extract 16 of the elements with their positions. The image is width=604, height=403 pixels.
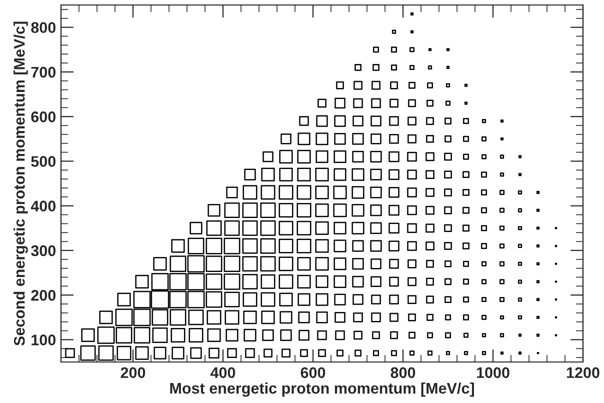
y-tick-label: 800 [31, 22, 56, 33]
y-tick-label: 100 [32, 334, 56, 346]
x-tick-label: 400 [210, 367, 236, 378]
x-tick-label: 800 [390, 367, 416, 378]
y-tick-label: 600 [31, 111, 56, 122]
x-tick-label: 1000 [476, 367, 510, 378]
y-tick-label: 500 [31, 156, 56, 167]
y-tick-label: 300 [31, 245, 56, 256]
y-tick-label: 400 [30, 200, 56, 212]
x-tick-label: 200 [120, 367, 146, 378]
y-axis-title: Second energetic proton momentum [MeV/c] [14, 22, 28, 346]
x-tick-label: 600 [300, 367, 326, 378]
x-axis-title: Most energetic proton momentum [MeV/c] [170, 382, 474, 397]
y-tick-label: 700 [31, 66, 56, 78]
y-tick-label: 200 [31, 290, 56, 301]
x-tick-label: 1200 [566, 367, 600, 378]
